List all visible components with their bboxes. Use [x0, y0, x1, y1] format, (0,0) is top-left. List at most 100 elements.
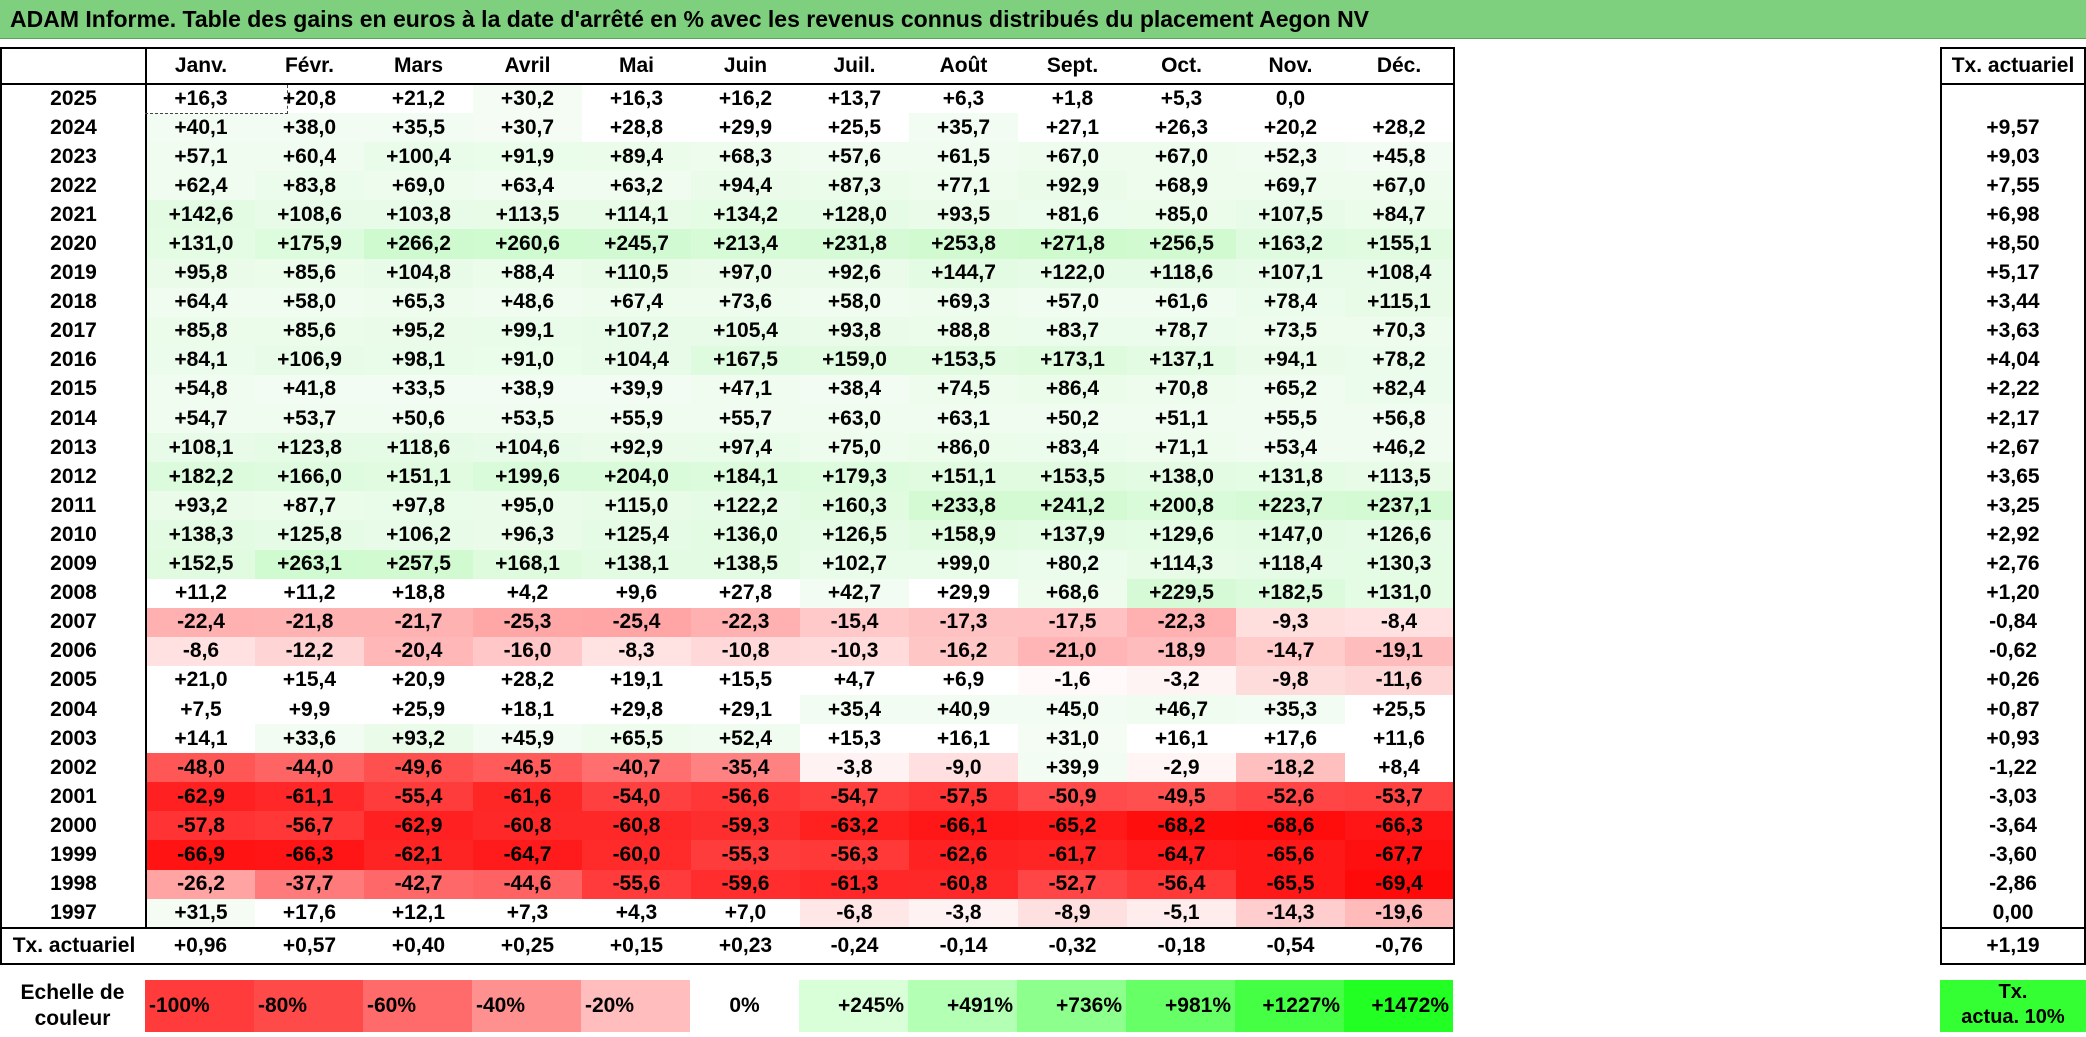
gain-cell: -18,2 — [1236, 753, 1345, 783]
gain-cell: +15,4 — [255, 665, 364, 695]
gain-cell: -55,4 — [364, 782, 473, 812]
year-label: 2015 — [0, 374, 146, 405]
gain-cell: -8,6 — [145, 636, 255, 666]
gain-cell: +19,1 — [582, 665, 691, 695]
gain-cell: +94,4 — [691, 171, 800, 201]
gain-cell: +20,9 — [364, 665, 473, 695]
annual-rate-cell: +2,67 — [1940, 433, 2086, 463]
gain-cell: -68,6 — [1236, 811, 1345, 841]
gain-cell: +31,5 — [145, 898, 255, 929]
year-row: 2025 +16,3 +20,8 +21,2 +30,2 +16,3 +16,2 +13,7 +… — [0, 82, 1455, 114]
gain-cell: +85,8 — [145, 316, 255, 346]
gain-cell: -61,3 — [800, 869, 909, 899]
year-row: 2014 +54,7 +53,7 +50,6 +53,5 +55,9 +55,7 +63,0 +… — [0, 404, 1455, 434]
gain-cell: +271,8 — [1018, 229, 1127, 259]
footer-rate-cell: -0,54 — [1236, 926, 1345, 965]
gain-cell: +6,9 — [909, 665, 1018, 695]
gain-cell: -65,5 — [1236, 869, 1345, 899]
year-label: 2008 — [0, 578, 146, 608]
gain-cell: +67,0 — [1127, 142, 1236, 172]
gain-cell: +153,5 — [909, 345, 1018, 375]
gain-cell: +231,8 — [800, 229, 909, 259]
gain-cell: +7,0 — [691, 898, 800, 929]
gain-cell: -44,0 — [255, 753, 364, 783]
annual-rate-cell: +2,17 — [1940, 404, 2086, 434]
annual-rate-cell: +5,17 — [1940, 258, 2086, 288]
gain-cell: -68,2 — [1127, 811, 1236, 841]
color-scale-row: Echelle de couleur -100% -80% -60% -40% -20% 0… — [0, 980, 1453, 1032]
gain-cell: -6,8 — [800, 898, 909, 929]
gain-cell: -12,2 — [255, 636, 364, 666]
gain-cell: +6,3 — [909, 82, 1018, 114]
gain-cell: +175,9 — [255, 229, 364, 259]
gain-cell: +53,7 — [255, 404, 364, 434]
gain-cell: +86,0 — [909, 433, 1018, 463]
gain-cell: -22,3 — [691, 607, 800, 637]
gain-cell: -69,4 — [1345, 869, 1455, 899]
gain-cell: +166,0 — [255, 462, 364, 492]
gain-cell: -63,2 — [800, 811, 909, 841]
gain-cell: +95,2 — [364, 316, 473, 346]
annual-rate-cell: -2,86 — [1940, 869, 2086, 899]
gain-cell: -16,2 — [909, 636, 1018, 666]
gain-cell: +95,0 — [473, 491, 582, 521]
gain-cell: +54,7 — [145, 404, 255, 434]
gain-cell: +46,2 — [1345, 433, 1455, 463]
gain-cell: +114,3 — [1127, 549, 1236, 579]
footer-rate-cell: -0,32 — [1018, 926, 1127, 965]
month-header: Févr. — [255, 47, 364, 84]
year-label: 2002 — [0, 753, 146, 783]
gain-cell: +88,4 — [473, 258, 582, 288]
gain-cell: +173,1 — [1018, 345, 1127, 375]
gain-cell: +57,6 — [800, 142, 909, 172]
gain-cell: +163,2 — [1236, 229, 1345, 259]
year-label: 2011 — [0, 491, 146, 521]
gain-cell: +200,8 — [1127, 491, 1236, 521]
gain-cell: +263,1 — [255, 549, 364, 579]
scale-swatch: +736% — [1017, 980, 1126, 1032]
gain-cell: -15,4 — [800, 607, 909, 637]
gain-cell: -2,9 — [1127, 753, 1236, 783]
scale-swatch: +245% — [799, 980, 908, 1032]
gain-cell: -5,1 — [1127, 898, 1236, 929]
gain-cell: +74,5 — [909, 374, 1018, 405]
gain-cell: -56,6 — [691, 782, 800, 812]
gain-cell: +75,0 — [800, 433, 909, 463]
gain-cell: -37,7 — [255, 869, 364, 899]
year-label: 2017 — [0, 316, 146, 346]
gain-cell: -65,6 — [1236, 840, 1345, 870]
year-row: 2011 +93,2 +87,7 +97,8 +95,0 +115,0 +122,2 +160… — [0, 491, 1455, 521]
gain-cell: +77,1 — [909, 171, 1018, 201]
gain-cell: -21,8 — [255, 607, 364, 637]
gain-cell: -66,9 — [145, 840, 255, 870]
gain-cell: +62,4 — [145, 171, 255, 201]
gain-cell: +55,5 — [1236, 404, 1345, 434]
gain-cell: +155,1 — [1345, 229, 1455, 259]
annual-rate-cell: -3,64 — [1940, 811, 2086, 841]
gain-cell: +92,9 — [582, 433, 691, 463]
gain-cell: -66,1 — [909, 811, 1018, 841]
gain-cell: +53,4 — [1236, 433, 1345, 463]
year-row: 2017 +85,8 +85,6 +95,2 +99,1 +107,2 +105,4 +93,… — [0, 316, 1455, 346]
footer-rate-cell: -0,76 — [1345, 926, 1455, 965]
annual-rate-cell: +8,50 — [1940, 229, 2086, 259]
gain-cell: +152,5 — [145, 549, 255, 579]
gain-cell: +213,4 — [691, 229, 800, 259]
gain-cell: +27,1 — [1018, 113, 1127, 143]
gain-cell: +131,0 — [145, 229, 255, 259]
gain-cell: +93,5 — [909, 200, 1018, 230]
gain-cell: +99,0 — [909, 549, 1018, 579]
gain-cell: +9,6 — [582, 578, 691, 608]
gain-cell: +97,8 — [364, 491, 473, 521]
gain-cell: +158,9 — [909, 520, 1018, 550]
year-row: 2020 +131,0 +175,9 +266,2 +260,6 +245,7 +213,4… — [0, 229, 1455, 259]
gain-cell: +151,1 — [364, 462, 473, 492]
gain-cell: -1,6 — [1018, 665, 1127, 695]
footer-rate-cell: -0,18 — [1127, 926, 1236, 965]
gain-cell: +35,4 — [800, 694, 909, 725]
gain-cell: -3,8 — [909, 898, 1018, 929]
year-row: 2001 -62,9 -61,1 -55,4 -61,6 -54,0 -56,6 -54,7-… — [0, 782, 1455, 812]
gain-cell: -57,8 — [145, 811, 255, 841]
gain-cell: +93,2 — [364, 724, 473, 754]
gain-cell: +86,4 — [1018, 374, 1127, 405]
